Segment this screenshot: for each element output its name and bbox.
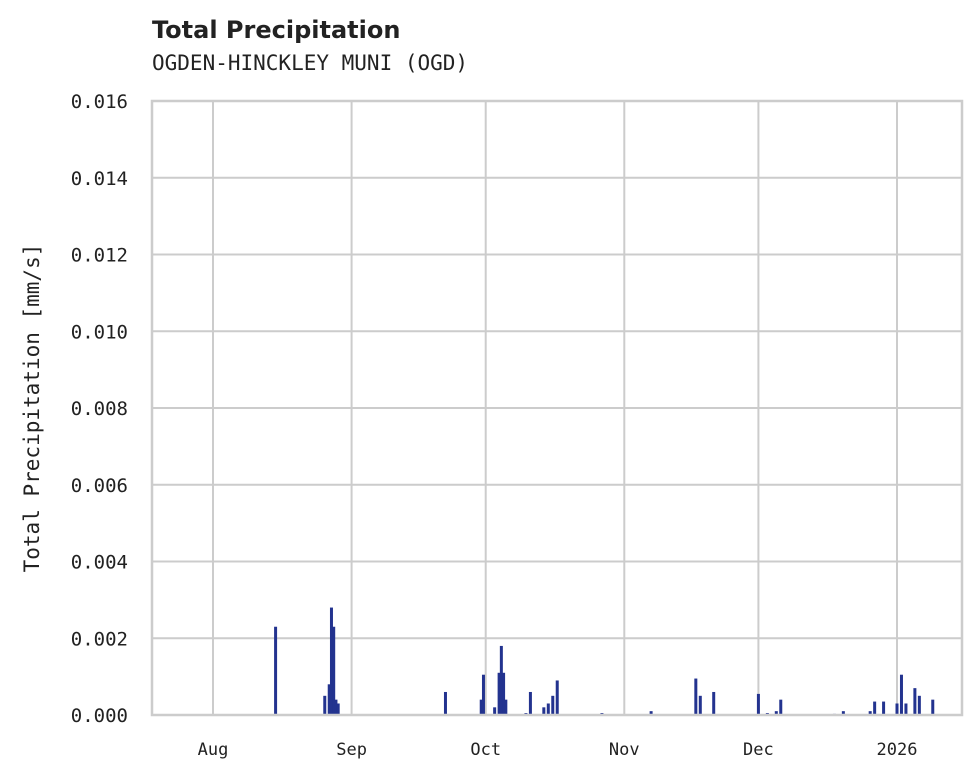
- chart-title: Total Precipitation: [152, 16, 401, 44]
- precip-bar: [712, 691, 716, 715]
- y-tick-label: 0.002: [71, 628, 128, 650]
- precip-bar: [546, 703, 550, 715]
- plot-frame: [150, 99, 964, 717]
- precip-bar: [694, 678, 698, 715]
- precip-bar: [931, 699, 935, 715]
- y-tick-label: 0.008: [71, 398, 128, 420]
- precip-bar: [917, 695, 921, 715]
- precipitation-bars: [274, 607, 935, 715]
- precip-bar: [882, 701, 886, 715]
- y-tick-label: 0.000: [71, 705, 128, 727]
- precip-bar: [542, 707, 546, 715]
- precip-bar: [895, 703, 899, 715]
- y-axis-ticks: 0.000 0.002 0.004 0.006 0.008 0.010 0.012 0.014…: [71, 91, 128, 727]
- x-tick-label: Aug: [198, 740, 229, 760]
- precip-bar: [479, 699, 483, 715]
- precip-bar: [698, 695, 702, 715]
- precip-bar: [504, 699, 508, 715]
- precip-bar: [334, 699, 338, 715]
- precip-bar: [493, 707, 497, 715]
- precip-bar: [779, 699, 783, 715]
- x-tick-label: 2026: [877, 740, 918, 760]
- x-axis-ticks: Aug Sep Oct Nov Dec 2026: [198, 740, 918, 760]
- precip-bar: [913, 688, 917, 715]
- precip-bar: [327, 684, 331, 715]
- precip-bar: [336, 703, 340, 715]
- precip-bar: [774, 711, 778, 715]
- precip-bar: [868, 711, 872, 715]
- x-tick-label: Oct: [470, 740, 501, 760]
- precip-bar: [873, 701, 877, 715]
- precip-bar: [649, 711, 653, 715]
- precip-bar: [528, 691, 532, 715]
- y-tick-label: 0.016: [71, 91, 128, 113]
- precip-bar: [904, 703, 908, 715]
- precip-bar: [323, 695, 327, 715]
- precip-bar: [899, 674, 903, 715]
- chart-subtitle: OGDEN-HINCKLEY MUNI (OGD): [152, 51, 469, 75]
- x-tick-label: Sep: [336, 740, 367, 760]
- precip-bar: [551, 695, 555, 715]
- y-tick-label: 0.014: [71, 168, 128, 190]
- y-tick-label: 0.012: [71, 245, 128, 267]
- precip-bar: [497, 672, 501, 715]
- precip-bar: [841, 711, 845, 715]
- precip-bar: [502, 672, 506, 715]
- precip-bar: [274, 626, 278, 715]
- precip-bar: [481, 674, 485, 715]
- precip-bar: [332, 626, 336, 715]
- grid-lines: [152, 100, 962, 716]
- precip-bar: [756, 693, 760, 715]
- x-tick-label: Nov: [609, 740, 640, 760]
- precip-bar: [329, 607, 333, 715]
- precip-bar: [443, 691, 447, 715]
- precip-bar: [555, 680, 559, 715]
- precip-bar: [499, 645, 503, 715]
- y-tick-label: 0.004: [71, 552, 128, 574]
- y-tick-label: 0.010: [71, 321, 128, 343]
- y-tick-label: 0.006: [71, 475, 128, 497]
- x-tick-label: Dec: [743, 740, 774, 760]
